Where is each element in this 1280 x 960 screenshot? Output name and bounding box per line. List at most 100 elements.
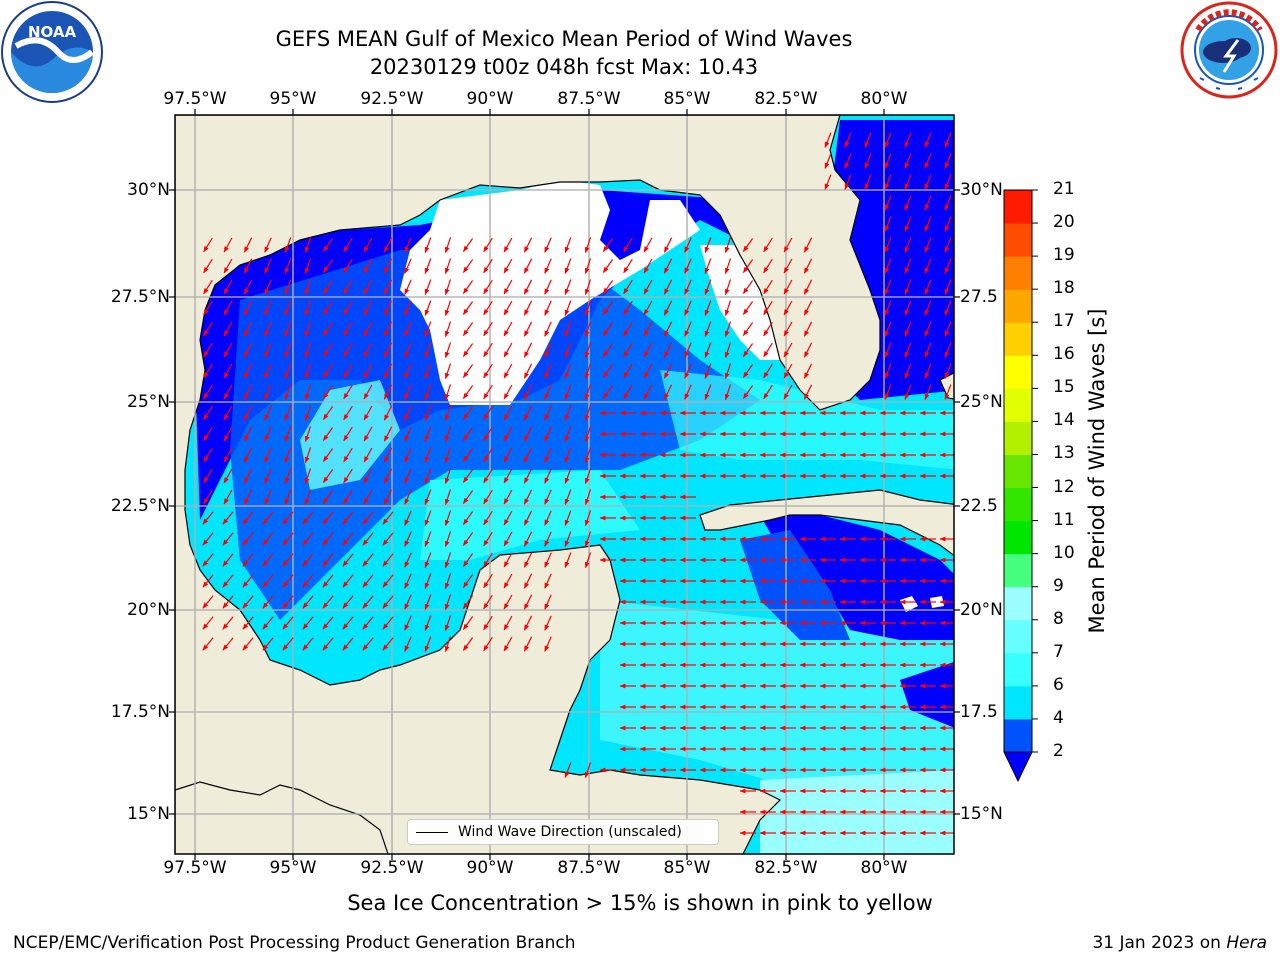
wave-direction-arrow xyxy=(302,616,314,630)
wave-direction-arrow xyxy=(222,511,234,525)
colorbar-cell xyxy=(1004,223,1032,257)
wave-direction-arrow xyxy=(444,258,452,275)
wave-direction-arrow xyxy=(924,279,932,295)
wave-direction-arrow xyxy=(264,300,272,316)
wave-direction-arrow xyxy=(544,258,552,274)
lat-label-left: 25°N xyxy=(127,392,170,412)
lon-label-bottom: 82.5°W xyxy=(754,858,818,878)
colorbar-cell xyxy=(1004,289,1032,323)
wave-direction-arrow xyxy=(424,363,432,380)
wave-direction-arrow xyxy=(684,363,692,379)
wave-direction-arrow xyxy=(944,384,952,400)
wave-direction-arrow xyxy=(724,237,732,254)
wave-direction-arrow xyxy=(322,406,334,420)
wave-direction-arrow xyxy=(343,384,353,400)
wave-direction-arrow xyxy=(444,279,452,296)
legend-line-swatch xyxy=(416,831,448,833)
wave-direction-arrow xyxy=(383,405,393,421)
wave-direction-arrow xyxy=(243,405,253,421)
wave-direction-arrow xyxy=(783,384,793,400)
wave-direction-arrow xyxy=(424,258,432,275)
wave-direction-arrow xyxy=(462,322,474,336)
wave-direction-arrow xyxy=(322,301,334,315)
wave-direction-arrow xyxy=(404,384,412,400)
wave-direction-arrow xyxy=(803,321,813,337)
lat-label-left: 27.5°N xyxy=(110,287,170,307)
wave-direction-arrow xyxy=(483,489,493,505)
wave-direction-arrow xyxy=(944,258,952,274)
colorbar-cell xyxy=(1004,520,1032,555)
wave-direction-arrow xyxy=(924,363,932,379)
lat-label-right: 30°N xyxy=(960,180,1003,200)
wave-direction-arrow xyxy=(503,573,513,589)
wave-direction-arrow xyxy=(783,237,793,253)
wave-direction-arrow xyxy=(223,426,233,442)
wave-direction-arrow xyxy=(523,594,533,610)
wave-direction-arrow xyxy=(742,385,754,399)
wave-direction-arrow xyxy=(763,342,773,358)
wave-direction-arrow xyxy=(544,594,552,610)
wave-direction-arrow xyxy=(803,237,813,253)
wave-direction-arrow xyxy=(284,405,292,422)
wave-direction-arrow xyxy=(302,511,314,525)
wave-direction-arrow xyxy=(523,237,533,253)
wave-direction-arrow xyxy=(444,489,452,506)
colorbar-title: Mean Period of Wind Waves [s] xyxy=(1085,308,1109,634)
wave-direction-arrow xyxy=(322,343,334,357)
colorbar-cell xyxy=(1004,718,1032,753)
wave-direction-arrow xyxy=(904,153,912,169)
wave-direction-arrow xyxy=(844,132,852,148)
wave-direction-arrow xyxy=(824,153,832,169)
wave-direction-arrow xyxy=(643,279,653,295)
wave-direction-arrow xyxy=(884,153,892,169)
wave-direction-arrow xyxy=(643,342,653,358)
wave-direction-arrow xyxy=(523,510,533,526)
wave-direction-arrow xyxy=(864,153,872,169)
wave-direction-arrow xyxy=(523,468,533,484)
wave-direction-arrow xyxy=(503,279,513,295)
wave-direction-arrow xyxy=(564,552,572,569)
noaa-logo-text: NOAA xyxy=(28,23,77,41)
wave-direction-arrow xyxy=(763,258,773,274)
lat-label-right: 20°N xyxy=(960,600,1003,620)
wave-direction-arrow xyxy=(684,321,692,337)
date-stamp: 31 Jan 2023 on Hera xyxy=(1092,933,1267,953)
wave-direction-arrow xyxy=(382,616,394,630)
wave-direction-arrow xyxy=(663,300,673,316)
wave-direction-arrow xyxy=(544,405,552,421)
wave-direction-arrow xyxy=(222,532,234,546)
wave-direction-arrow xyxy=(444,363,452,380)
wave-direction-arrow xyxy=(203,447,213,463)
wave-direction-arrow xyxy=(483,447,493,463)
wave-direction-arrow xyxy=(704,342,712,359)
wave-direction-arrow xyxy=(223,342,233,358)
colorbar-cell xyxy=(1004,652,1032,687)
lon-label-top: 92.5°W xyxy=(360,89,424,109)
wave-direction-arrow xyxy=(544,342,552,358)
wave-direction-arrow xyxy=(904,321,912,337)
wave-direction-arrow xyxy=(383,363,393,379)
wave-direction-arrow xyxy=(322,364,334,378)
wave-direction-arrow xyxy=(462,364,474,378)
wave-direction-arrow xyxy=(584,510,592,527)
wave-direction-arrow xyxy=(884,174,892,190)
wave-direction-arrow xyxy=(284,489,292,506)
wave-direction-arrow xyxy=(584,384,592,401)
wave-direction-arrow xyxy=(264,279,272,295)
wave-direction-arrow xyxy=(444,405,452,422)
wave-direction-arrow xyxy=(284,258,292,275)
wave-direction-arrow xyxy=(284,468,292,485)
wave-direction-arrow xyxy=(742,343,754,357)
wave-direction-arrow xyxy=(404,510,412,526)
wave-direction-arrow xyxy=(503,363,513,379)
wave-direction-arrow xyxy=(704,363,712,380)
wave-direction-arrow xyxy=(462,427,474,441)
wave-direction-arrow xyxy=(444,594,452,611)
wave-direction-arrow xyxy=(383,468,393,484)
wave-direction-arrow xyxy=(584,447,592,464)
wave-direction-arrow xyxy=(202,574,214,588)
wave-direction-arrow xyxy=(322,574,334,588)
wave-direction-arrow xyxy=(404,552,412,568)
wave-direction-arrow xyxy=(342,532,354,546)
wave-direction-arrow xyxy=(643,321,653,337)
